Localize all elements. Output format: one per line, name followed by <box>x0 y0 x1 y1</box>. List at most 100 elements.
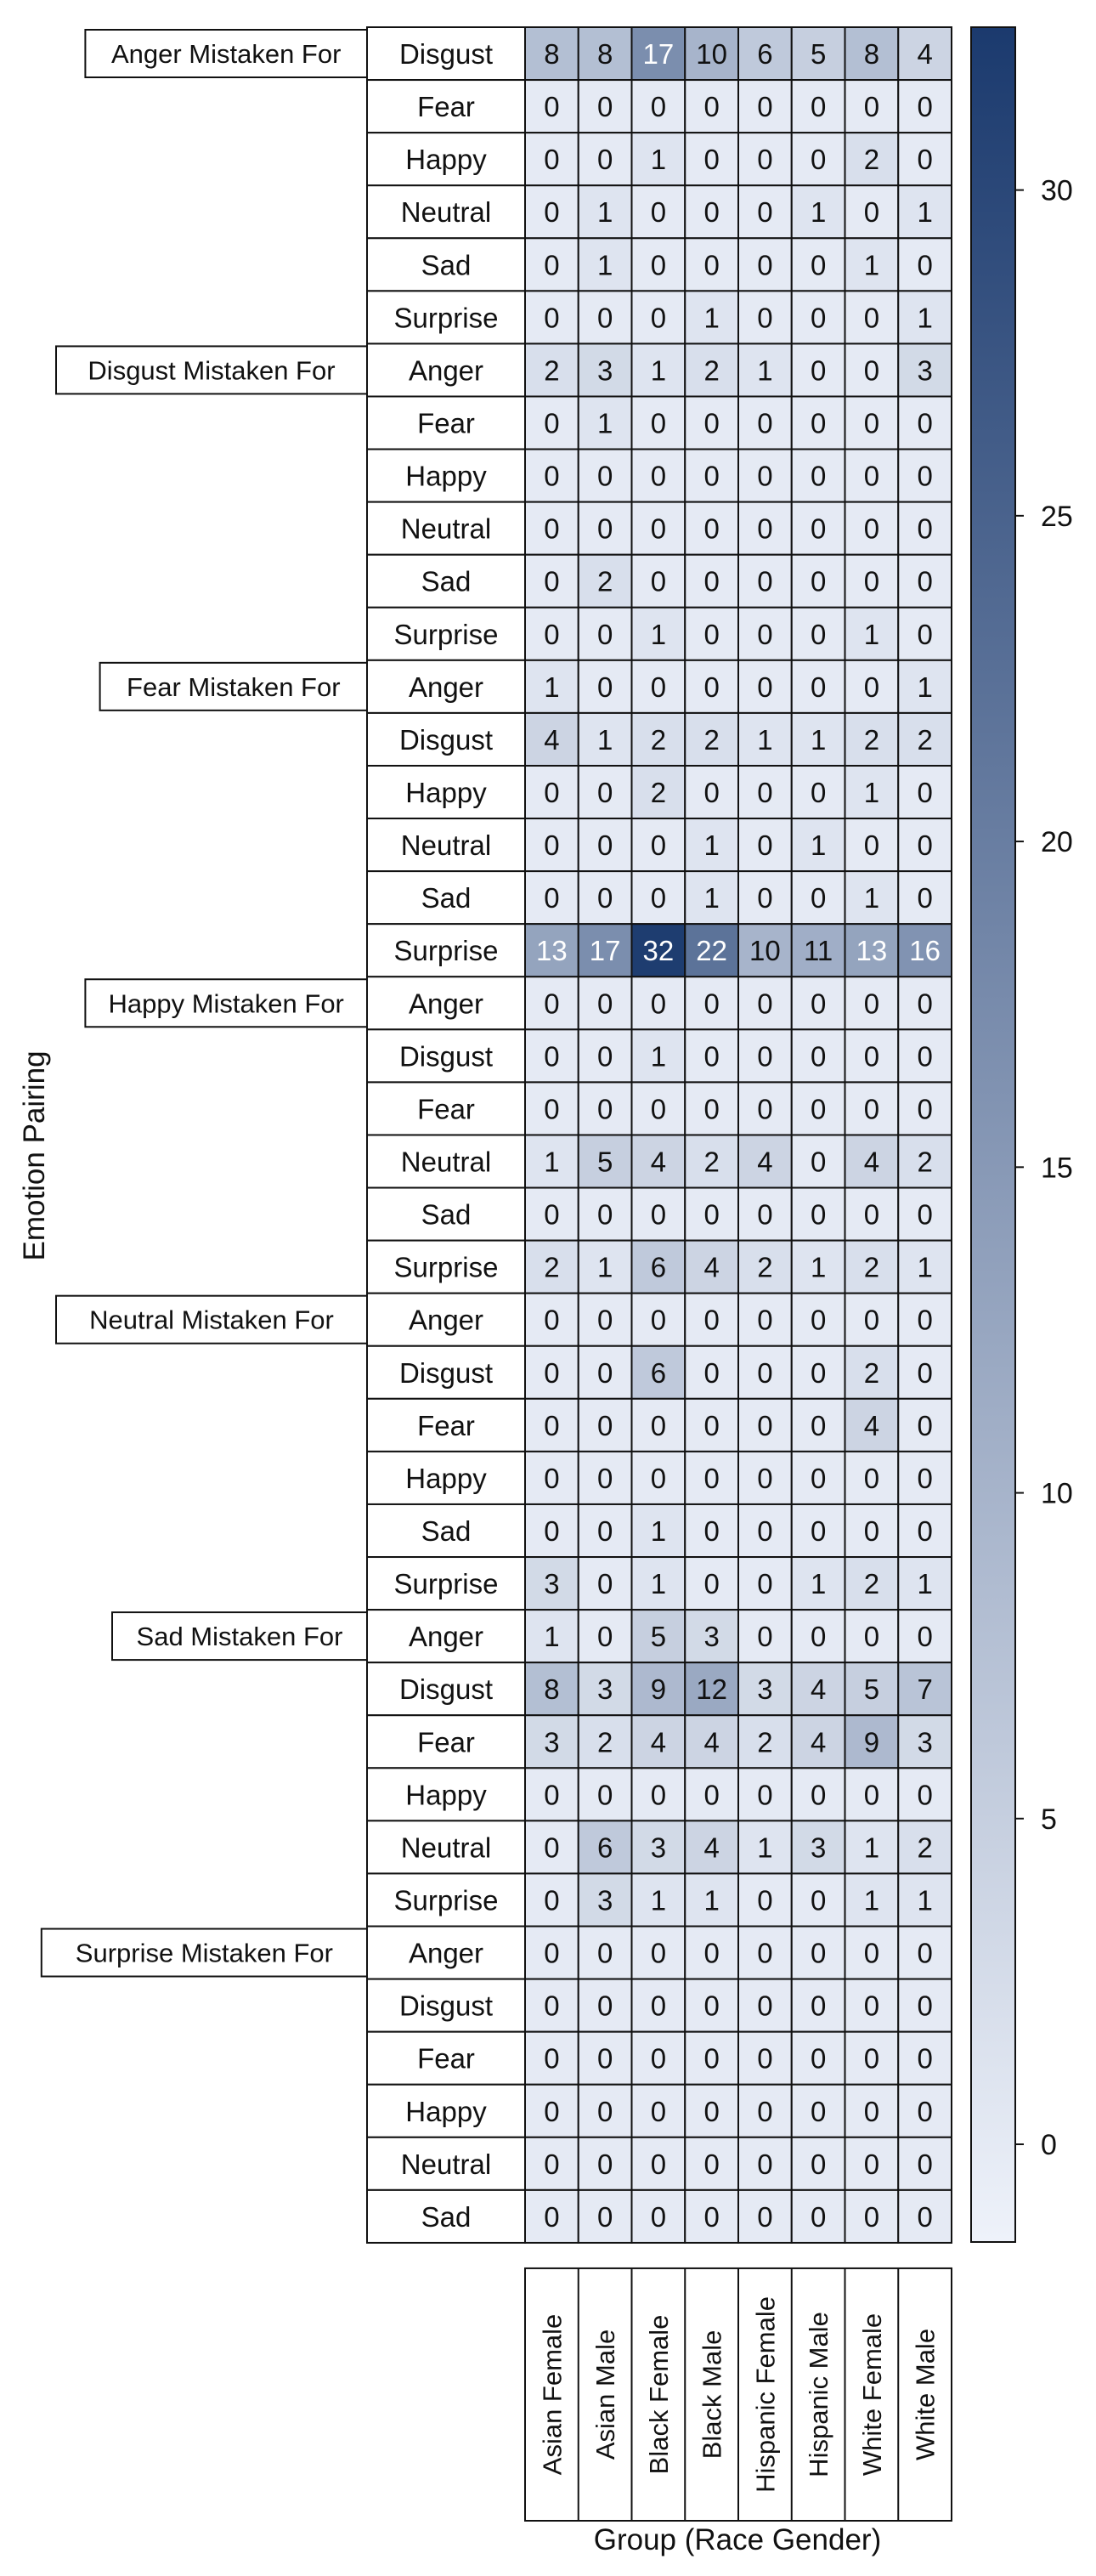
cell-value-label: 0 <box>757 1040 772 1072</box>
heatmap-cell <box>737 976 793 1031</box>
heatmap-cell <box>630 1186 686 1242</box>
cell-value-label: 0 <box>651 1199 666 1231</box>
heatmap-cell <box>577 1714 633 1769</box>
heatmap-cell <box>897 2136 952 2191</box>
cell-value-label: 0 <box>757 249 772 280</box>
heatmap-cell <box>790 1978 846 2033</box>
cell-value-label: 0 <box>811 671 826 703</box>
heatmap-cell <box>897 1925 952 1980</box>
cell-value-label: 0 <box>597 671 613 703</box>
cell-value-label: 0 <box>864 1093 879 1124</box>
cell-value-label: 0 <box>651 2149 666 2180</box>
heatmap-cell <box>684 237 739 292</box>
cell-value-label: 0 <box>651 249 666 280</box>
heatmap-cell <box>844 553 900 609</box>
cell-value-label: 0 <box>864 988 879 1019</box>
cell-value-label: 0 <box>864 513 879 545</box>
cell-value-label: 0 <box>864 1990 879 2022</box>
cell-value-label: 0 <box>544 619 559 650</box>
cell-value-label: 0 <box>757 1515 772 1547</box>
heatmap-cell <box>844 818 900 873</box>
row-label: Neutral <box>401 2149 491 2180</box>
group-label-box <box>84 29 369 78</box>
cell-value-label: 0 <box>597 1463 613 1494</box>
cell-value-label: 0 <box>917 2201 932 2233</box>
cell-value-label: 0 <box>597 2201 613 2233</box>
cell-value-label: 0 <box>651 513 666 545</box>
cell-value-label: 0 <box>544 1040 559 1072</box>
cell-value-label: 3 <box>703 1621 719 1652</box>
row-label-box <box>366 26 526 82</box>
cell-value-label: 3 <box>917 1726 932 1758</box>
heatmap-cell <box>897 1186 952 1242</box>
cell-value-label: 2 <box>757 1252 772 1283</box>
cell-value-label: 0 <box>597 1305 613 1336</box>
cell-value-label: 0 <box>703 408 719 439</box>
heatmap-cell <box>897 1503 952 1559</box>
cell-value-label: 0 <box>703 671 719 703</box>
row-label: Disgust <box>399 1990 493 2022</box>
cell-value-label: 0 <box>917 1357 932 1389</box>
heatmap-cell <box>897 1345 952 1400</box>
cell-value-label: 0 <box>597 619 613 650</box>
heatmap-cell <box>844 1556 900 1611</box>
cell-value-label: 0 <box>864 91 879 122</box>
cell-value-label: 0 <box>757 1199 772 1231</box>
colorbar: 0 5 10 15 20 25 30 <box>970 26 1073 2243</box>
cell-value-label: 0 <box>811 1357 826 1389</box>
heatmap-cell <box>737 2188 793 2244</box>
row-label: Disgust <box>399 1040 493 1072</box>
cell-value-label: 0 <box>703 2096 719 2127</box>
group-label-box <box>99 661 368 711</box>
cell-value-label: 0 <box>703 1568 719 1599</box>
cell-value-label: 4 <box>811 1726 826 1758</box>
cell-value-label: 0 <box>864 196 879 228</box>
column-label: Asian Male <box>590 2330 620 2460</box>
row-label: Happy <box>405 461 487 492</box>
cell-value-label: 1 <box>864 249 879 280</box>
x-axis-label: Group (Race Gender) <box>594 2523 881 2556</box>
row-label-box <box>366 395 526 450</box>
heatmap-cell <box>844 1714 900 1769</box>
cell-value-label: 0 <box>864 2043 879 2075</box>
heatmap-cell <box>684 132 739 187</box>
cell-value-label: 1 <box>651 1884 666 1916</box>
group-label-box <box>111 1611 368 1662</box>
heatmap-cell <box>790 290 846 345</box>
column-label: White Male <box>911 2329 941 2460</box>
cell-value-label: 4 <box>917 38 932 70</box>
heatmap-cell <box>577 1186 633 1242</box>
row-label-box <box>366 2030 526 2086</box>
heatmap-cell <box>897 711 952 767</box>
cell-value-label: 8 <box>544 1673 559 1705</box>
cell-value-label: 0 <box>864 566 879 597</box>
row-label-box <box>366 1397 526 1452</box>
heatmap-cell <box>684 976 739 1031</box>
row-label-box <box>366 553 526 609</box>
row-label: Happy <box>405 2096 487 2127</box>
cell-value-label: 3 <box>597 354 613 386</box>
cell-value-label: 0 <box>757 1357 772 1389</box>
group-label-box <box>55 345 368 395</box>
cell-value-label: 0 <box>757 671 772 703</box>
cell-value-label: 0 <box>811 513 826 545</box>
cell-value-label: 3 <box>544 1568 559 1599</box>
cell-value-label: 0 <box>757 1305 772 1336</box>
heatmap-cell <box>684 1872 739 1928</box>
heatmap-cell <box>577 1292 633 1347</box>
heatmap-cell <box>577 1872 633 1928</box>
cell-value-label: 0 <box>651 2201 666 2233</box>
heatmap-cell <box>790 870 846 926</box>
cell-value-label: 0 <box>757 196 772 228</box>
heatmap-cell <box>577 1081 633 1136</box>
heatmap-cell <box>630 1028 686 1084</box>
cell-value-label: 0 <box>544 988 559 1019</box>
heatmap-cell <box>897 1872 952 1928</box>
heatmap-cell <box>844 976 900 1031</box>
heatmap-cell <box>630 764 686 820</box>
row-label: Surprise <box>394 302 499 333</box>
heatmap-cell <box>897 2030 952 2086</box>
heatmap-cells: 8 8 17 10 6 5 8 40 0 0 0 0 0 0 00 0 1 0 0 0 2 00 1 0 0 0 1 0 10 1 0 0 0 0… <box>524 26 952 2244</box>
cell-value-label: 1 <box>651 1515 666 1547</box>
heatmap-cell <box>844 501 900 556</box>
